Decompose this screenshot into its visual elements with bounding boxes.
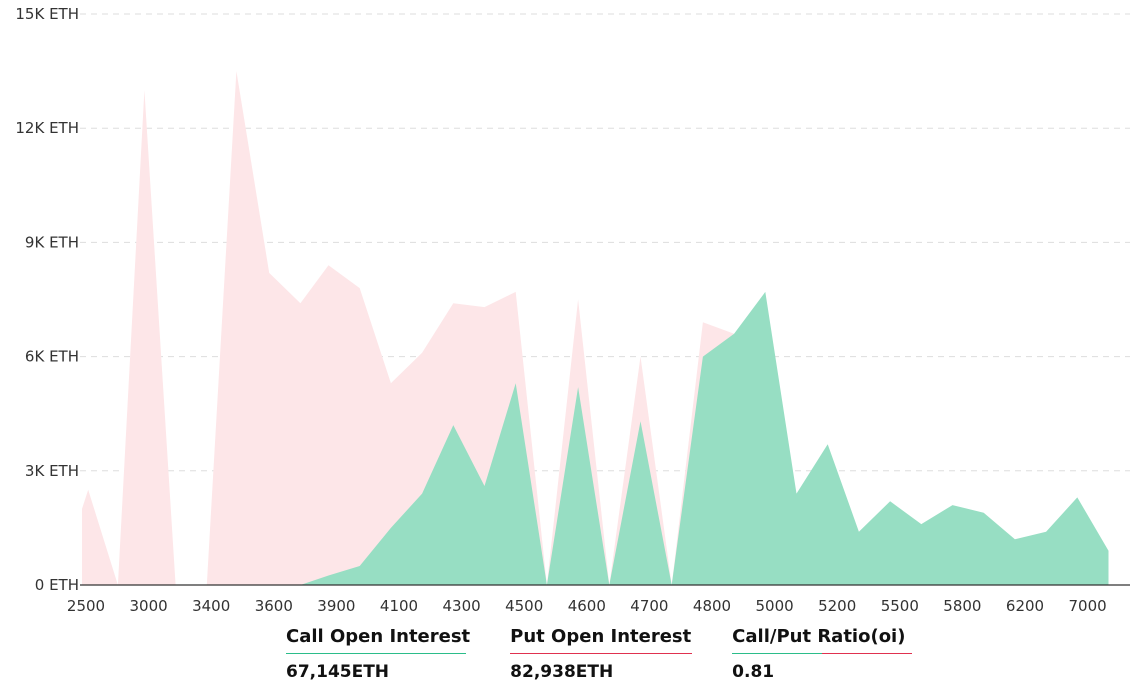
x-tick-label: 4300 [443, 597, 481, 615]
x-tick-label: 7000 [1069, 597, 1107, 615]
x-tick-label: 5500 [881, 597, 919, 615]
x-tick-label: 5800 [943, 597, 981, 615]
open-interest-summary: Call Open Interest 67,145ETH Put Open In… [286, 626, 952, 682]
call-put-ratio-value: 0.81 [732, 662, 775, 682]
call-open-interest-stat: Call Open Interest 67,145ETH [286, 626, 470, 682]
call-open-interest-area [300, 291, 1109, 585]
y-tick-label: 15K ETH [15, 5, 79, 23]
x-tick-label: 5000 [756, 597, 794, 615]
call-put-ratio-stat: Call/Put Ratio(oi) 0.81 [732, 626, 913, 682]
x-tick-label: 4800 [693, 597, 731, 615]
series-areas [82, 71, 1128, 586]
x-tick-label: 3400 [192, 597, 230, 615]
x-tick-label: 4100 [380, 597, 418, 615]
x-tick-label: 2500 [67, 597, 105, 615]
x-tick-label: 3900 [317, 597, 355, 615]
put-underline [510, 653, 693, 654]
put-open-interest-value: 82,938ETH [510, 662, 614, 682]
put-open-interest-label: Put Open Interest [510, 626, 692, 647]
y-tick-label: 0 ETH [35, 576, 79, 594]
y-tick-label: 3K ETH [25, 462, 79, 480]
x-tick-label: 6200 [1006, 597, 1044, 615]
x-axis-ticks: 2500 3000 3400 3600 3900 4100 4300 4500 4600 4700… [67, 597, 1107, 615]
x-tick-label: 4600 [568, 597, 606, 615]
grid-lines [80, 13, 1130, 472]
x-tick-label: 3600 [255, 597, 293, 615]
x-tick-label: 4700 [630, 597, 668, 615]
put-open-interest-area [82, 71, 1128, 586]
call-open-interest-label: Call Open Interest [286, 626, 471, 647]
y-axis-ticks: 0 ETH 3K ETH 6K ETH 9K ETH 12K ETH 15K ETH [15, 5, 79, 594]
y-tick-label: 12K ETH [15, 119, 79, 137]
call-underline [286, 653, 466, 654]
put-open-interest-stat: Put Open Interest 82,938ETH [510, 626, 693, 682]
call-put-ratio-label: Call/Put Ratio(oi) [732, 626, 906, 647]
ratio-underline [732, 653, 913, 654]
y-tick-label: 9K ETH [25, 233, 79, 251]
call-open-interest-value: 67,145ETH [286, 662, 390, 682]
x-tick-label: 5200 [818, 597, 856, 615]
open-interest-chart: 0 ETH 3K ETH 6K ETH 9K ETH 12K ETH 15K ETH 25… [15, 5, 1130, 615]
y-tick-label: 6K ETH [25, 348, 79, 366]
x-tick-label: 4500 [505, 597, 543, 615]
x-tick-label: 3000 [130, 597, 168, 615]
